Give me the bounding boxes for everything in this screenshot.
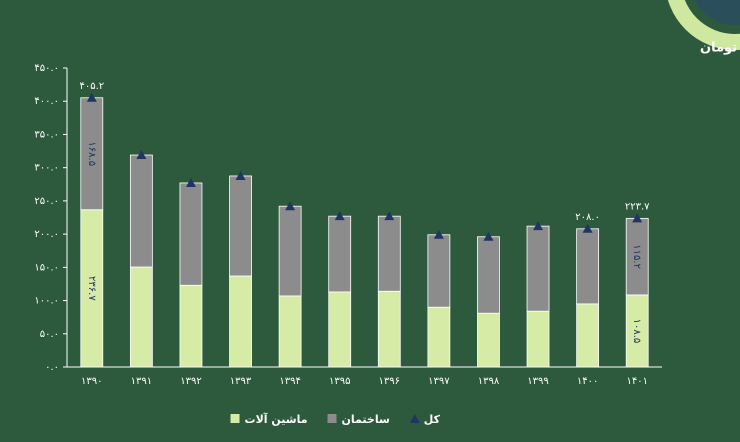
- bar-segment: [526, 225, 550, 312]
- value-label: ۲۳۶.۷: [86, 276, 97, 301]
- total-marker: [483, 231, 494, 241]
- bar-segment: [377, 290, 401, 368]
- x-tick-label: ۱۴۰۱: [626, 376, 647, 387]
- legend-swatch: [409, 414, 420, 423]
- y-tick-label: ۵۰.۰: [40, 329, 59, 340]
- y-tick-label: ۱۵۰.۰: [34, 262, 59, 273]
- bar-segment: [129, 266, 153, 368]
- bar-segment: [576, 228, 600, 305]
- value-label: ۱۰۸.۵: [631, 319, 642, 344]
- decoration: [667, 0, 740, 50]
- legend-label: ساختمان: [342, 413, 390, 426]
- legend-swatch: [327, 414, 337, 423]
- bar-segment: [328, 291, 352, 368]
- bar-segment: [328, 215, 352, 293]
- x-tick-label: ۱۳۹۸: [478, 376, 500, 387]
- y-tick-label: ۲۰۰.۰: [34, 229, 59, 240]
- value-label: ۱۱۵.۲: [631, 244, 642, 269]
- total-marker: [285, 201, 296, 211]
- total-marker: [384, 211, 395, 221]
- y-tick-label: ۰.۰: [45, 362, 59, 373]
- bar-segment: [229, 175, 252, 277]
- value-label: ۱۶۸.۵: [86, 141, 97, 166]
- bar-segment: [278, 205, 302, 297]
- x-tick-label: ۱۳۹۶: [379, 376, 400, 387]
- total-marker: [185, 177, 196, 187]
- total-marker: [136, 150, 147, 160]
- bar-segment: [229, 275, 252, 368]
- bar-segment: [477, 312, 500, 368]
- value-label: ۲۰۸.۰: [575, 212, 600, 223]
- decoration: [694, 0, 740, 25]
- x-tick-label: ۱۳۹۴: [279, 376, 300, 387]
- y-tick-label: ۳۵۰.۰: [34, 129, 59, 140]
- legend-label: کل: [424, 413, 441, 426]
- bar-segment: [179, 284, 203, 368]
- legend-swatch: [230, 414, 240, 423]
- x-tick-label: ۱۴۰۰: [577, 376, 598, 387]
- bar-segment: [179, 182, 203, 286]
- y-tick-label: ۴۰۰.۰: [34, 96, 59, 107]
- y-tick-label: ۱۰۰.۰: [34, 296, 59, 307]
- value-label: ۴۰۵.۲: [79, 81, 104, 92]
- total-marker: [433, 229, 444, 239]
- value-label: ۲۲۳.۷: [625, 201, 650, 212]
- bar-segment: [129, 154, 153, 268]
- bar-segment: [427, 234, 451, 308]
- x-tick-label: ۱۳۹۱: [131, 376, 152, 387]
- bar-segment: [576, 303, 600, 368]
- x-tick-label: ۱۳۹۲: [180, 376, 201, 387]
- x-tick-label: ۱۳۹۳: [230, 376, 252, 387]
- x-tick-label: ۱۳۹۹: [527, 376, 548, 387]
- total-marker: [632, 213, 643, 223]
- bar-segment: [278, 295, 302, 368]
- x-tick-label: ۱۳۹۵: [329, 376, 350, 387]
- legend-label: ماشین آلات: [245, 412, 308, 426]
- bar-segment: [477, 236, 500, 314]
- total-marker: [533, 221, 544, 231]
- y-tick-label: ۲۵۰.۰: [34, 196, 59, 207]
- x-tick-label: ۱۳۹۰: [81, 376, 102, 387]
- x-tick-label: ۱۳۹۷: [428, 376, 450, 387]
- y-tick-label: ۳۰۰.۰: [34, 163, 59, 174]
- total-marker: [235, 170, 246, 180]
- y-tick-label: ۴۵۰.۰: [34, 63, 59, 74]
- total-marker: [582, 223, 593, 233]
- bar-segment: [526, 310, 550, 368]
- bar-segment: [427, 306, 451, 368]
- total-marker: [86, 92, 97, 102]
- bar-segment: [377, 215, 401, 292]
- total-marker: [334, 211, 345, 221]
- chart-title: نمودار ۶. سرمایه‌گذاری واقعی بخش خصوصی ب…: [700, 40, 740, 56]
